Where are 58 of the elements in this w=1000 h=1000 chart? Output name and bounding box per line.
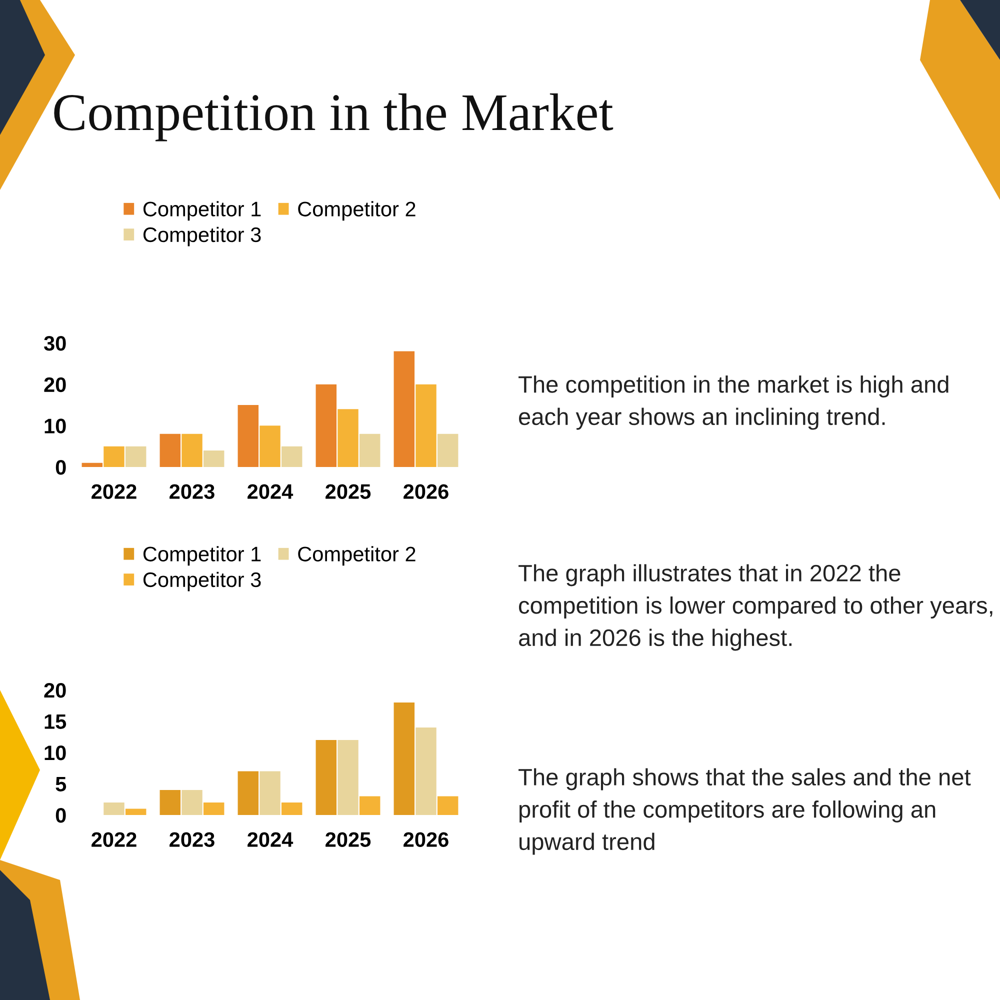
x-tick-label: 2024 — [248, 832, 294, 847]
bar — [260, 426, 280, 467]
text: The competition in the market is high and each year shows an inclining trend. — [518, 376, 948, 430]
x-tick-label: 2025 — [326, 484, 371, 499]
y-tick-label: 0 — [56, 808, 66, 823]
y-tick-label: 20 — [44, 683, 66, 698]
bar — [160, 434, 181, 467]
x-tick-label: 2023 — [170, 832, 214, 847]
legend-label: Competitor 1 — [143, 201, 261, 221]
bar — [160, 790, 181, 815]
bar — [182, 790, 202, 815]
legend-label: Competitor 3 — [143, 226, 261, 246]
bar — [338, 409, 358, 467]
y-tick-label: 0 — [56, 460, 66, 475]
bar — [394, 351, 415, 467]
x-tick-label: 2022 — [92, 484, 136, 499]
bar — [416, 728, 436, 815]
y-tick-label: 15 — [44, 714, 66, 730]
bar — [316, 740, 337, 815]
x-tick-label: 2024 — [248, 484, 294, 499]
x-tick-label: 2026 — [404, 832, 448, 847]
bar — [437, 434, 458, 467]
x-tick-label: 2025 — [326, 832, 371, 847]
x-tick-label: 2022 — [92, 832, 136, 847]
y-tick-label: 20 — [44, 377, 66, 392]
bar — [359, 434, 380, 467]
bar — [416, 384, 436, 467]
y-tick-label: 10 — [44, 418, 66, 434]
legend-label: Competitor 3 — [143, 572, 261, 592]
text: The graph shows that the sales and the net profit of the competitors are following an upward trend — [518, 768, 971, 855]
bar — [203, 450, 224, 467]
bar — [394, 702, 415, 815]
bar — [316, 384, 337, 467]
bar — [281, 802, 302, 815]
bar — [104, 446, 124, 467]
chart-title: Competition in the Market — [54, 93, 614, 142]
bar — [82, 462, 103, 467]
y-tick-label: 30 — [44, 336, 66, 351]
bar — [125, 808, 146, 815]
y-tick-label: 5 — [56, 776, 66, 792]
bar — [125, 446, 146, 467]
x-tick-label: 2026 — [404, 484, 448, 499]
legend-label: Competitor 2 — [298, 201, 416, 221]
bar — [437, 796, 458, 815]
legend-label: Competitor 2 — [298, 546, 416, 566]
bar — [359, 796, 380, 815]
bar — [260, 771, 280, 815]
bar — [203, 802, 224, 815]
text: The graph illustrates that in 2022 the competition is lower compared to other years, and in 2026 is the highest. — [518, 564, 992, 651]
bar — [338, 740, 358, 815]
y-tick-label: 10 — [44, 746, 66, 760]
bar — [281, 446, 302, 467]
bar — [104, 802, 124, 815]
x-tick-label: 2023 — [170, 484, 214, 499]
bar — [238, 405, 259, 467]
bar — [238, 771, 259, 815]
bar — [182, 434, 202, 467]
legend-label: Competitor 1 — [143, 546, 261, 566]
